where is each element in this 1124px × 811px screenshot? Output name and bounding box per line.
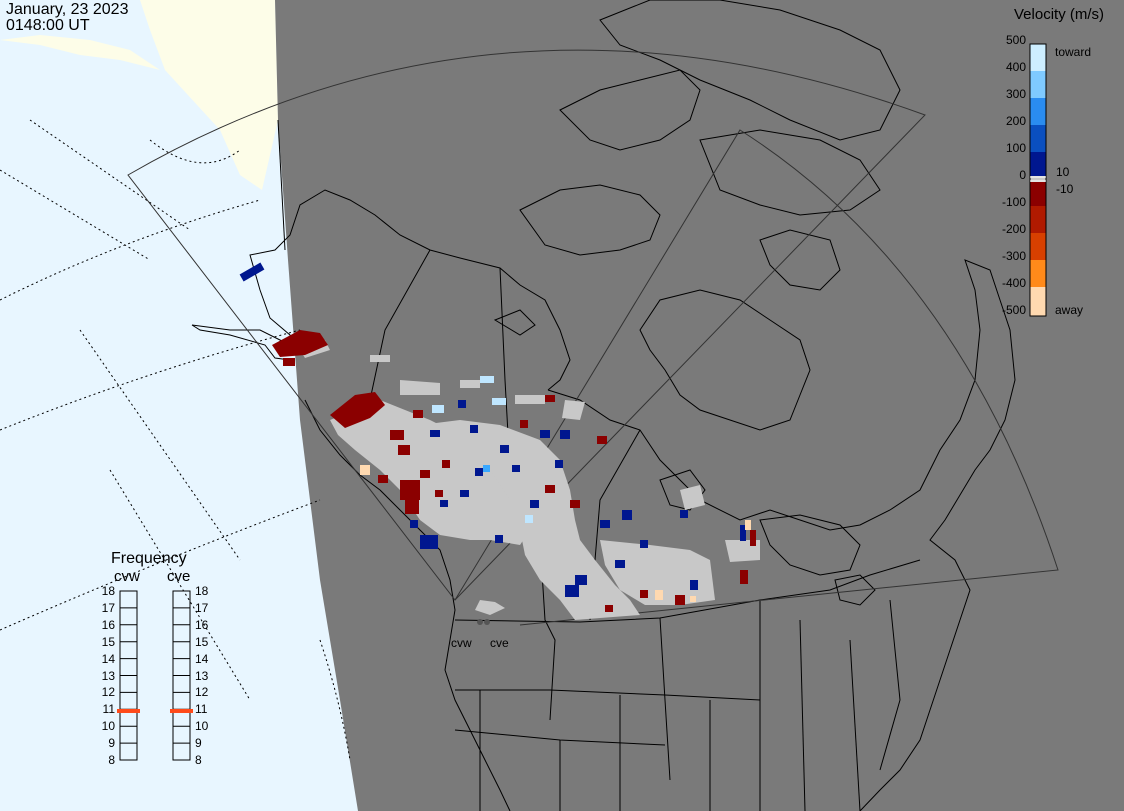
legend-tick-plus10: 10	[1056, 165, 1070, 179]
site-label-cvw: cvw	[451, 636, 472, 650]
frequency-radar-cvw: cvw	[114, 568, 140, 585]
radar-sites	[477, 619, 490, 625]
frequency-tick-left: 16	[101, 617, 115, 632]
frequency-title: Frequency	[111, 550, 187, 567]
velocity-tick-label: -400	[1001, 276, 1026, 290]
frequency-tick-left: 11	[102, 702, 115, 717]
legend-tick-minus10: -10	[1056, 182, 1074, 196]
date-label: January, 23 2023	[6, 1, 129, 18]
velocity-tick-label: -200	[1001, 222, 1026, 236]
velocity-tick-label: 200	[1005, 114, 1026, 128]
frequency-tick-right: 17	[195, 600, 209, 615]
away-label: away	[1055, 303, 1084, 317]
frequency-tick-left: 10	[101, 719, 115, 734]
frequency-tick-right: 13	[195, 668, 209, 683]
day-land	[140, 0, 278, 190]
frequency-tick-right: 15	[195, 634, 209, 649]
frequency-tick-right: 11	[195, 702, 208, 717]
site-label-cve: cve	[490, 636, 509, 650]
frequency-tick-left: 8	[108, 753, 115, 767]
frequency-tick-left: 18	[101, 584, 115, 598]
frequency-indicator-cve	[170, 708, 193, 713]
frequency-tick-right: 16	[195, 617, 209, 632]
time-label: 0148:00 UT	[6, 17, 90, 34]
frequency-tick-left: 13	[101, 668, 115, 683]
site-marker-cve	[484, 619, 490, 625]
frequency-tick-right: 14	[195, 651, 209, 666]
velocity-tick-label: -100	[1001, 195, 1026, 209]
frequency-tick-right: 10	[195, 719, 209, 734]
frequency-tick-left: 15	[101, 634, 115, 649]
velocity-tick-label: 400	[1005, 60, 1026, 74]
velocity-tick-label: 100	[1005, 141, 1026, 155]
velocity-legend-title: Velocity (m/s)	[1014, 6, 1105, 23]
velocity-away-cells	[272, 330, 756, 612]
velocity-tick-label: -500	[1001, 303, 1026, 317]
frequency-panel	[117, 590, 193, 761]
toward-label: toward	[1055, 45, 1092, 59]
frequency-tick-right: 8	[195, 753, 202, 767]
frequency-tick-left: 17	[101, 600, 115, 615]
site-marker-cvw	[477, 619, 483, 625]
frequency-tick-right: 18	[195, 584, 209, 598]
frequency-tick-left: 14	[101, 651, 115, 666]
frequency-tick-left: 9	[108, 736, 115, 751]
velocity-tick-label: 500	[1005, 33, 1026, 47]
frequency-tick-right: 12	[195, 685, 209, 700]
graticule	[0, 119, 351, 761]
velocity-toward-cells	[239, 262, 746, 597]
day-land-aleutian	[0, 35, 160, 70]
frequency-indicator-cvw	[117, 708, 140, 713]
velocity-tick-label: -300	[1001, 249, 1026, 263]
velocity-tick-label: 300	[1005, 87, 1026, 101]
frequency-tick-left: 12	[101, 685, 115, 700]
velocity-tick-label: 0	[1019, 168, 1026, 182]
frequency-radar-cve: cve	[167, 568, 191, 585]
velocity-colorbar	[1029, 43, 1047, 317]
frequency-tick-right: 9	[195, 736, 202, 751]
radar-fov	[127, 49, 1059, 626]
